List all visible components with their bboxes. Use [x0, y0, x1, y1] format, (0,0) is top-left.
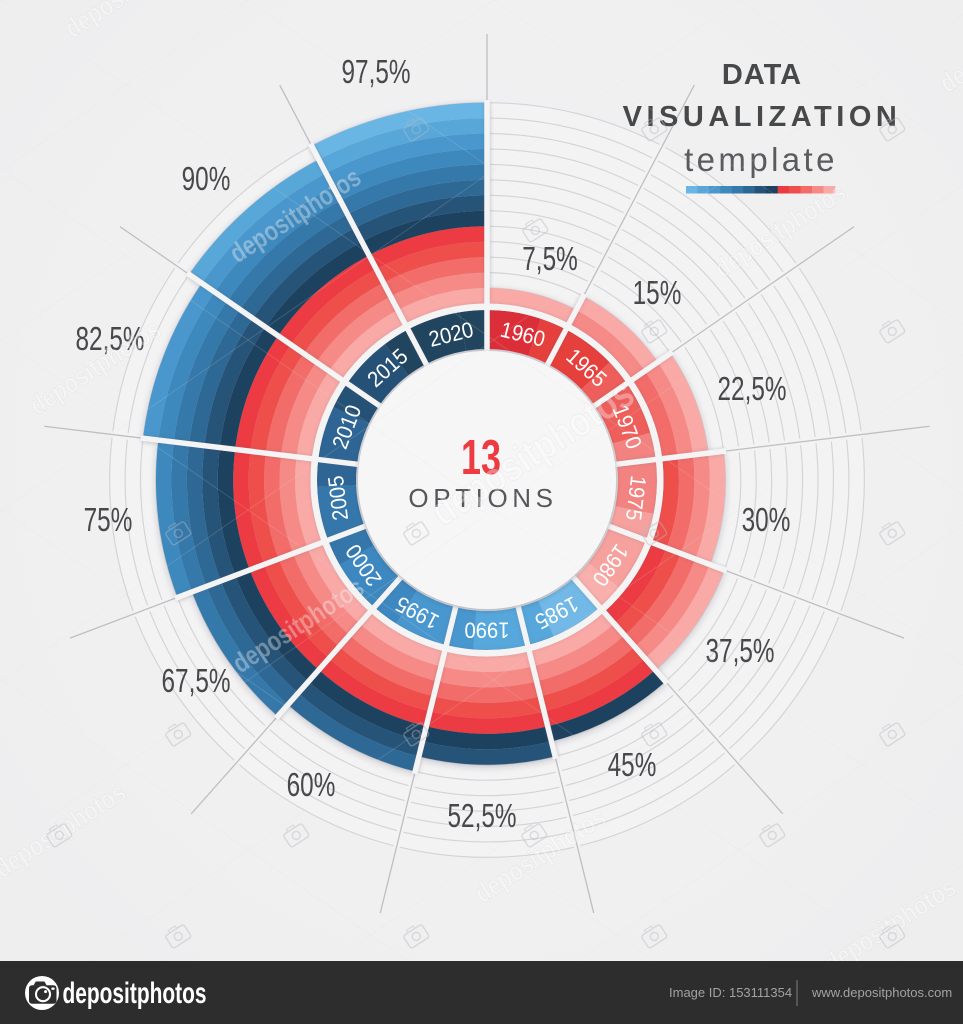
svg-text:Image ID: 153111354: Image ID: 153111354 — [669, 985, 792, 1000]
svg-text:15%: 15% — [633, 274, 682, 311]
svg-text:97,5%: 97,5% — [342, 53, 411, 90]
svg-text:VISUALIZATION: VISUALIZATION — [623, 101, 902, 133]
svg-text:1975: 1975 — [621, 474, 651, 522]
svg-text:22,5%: 22,5% — [718, 370, 787, 407]
svg-text:7,5%: 7,5% — [522, 240, 577, 277]
svg-text:www.depositphotos.com: www.depositphotos.com — [811, 985, 952, 1000]
svg-text:1990: 1990 — [465, 618, 510, 643]
svg-text:52,5%: 52,5% — [448, 797, 517, 834]
svg-text:37,5%: 37,5% — [706, 632, 775, 669]
svg-text:DATA: DATA — [722, 59, 802, 91]
svg-text:75%: 75% — [84, 501, 133, 538]
svg-text:82,5%: 82,5% — [76, 320, 145, 357]
svg-text:13: 13 — [461, 431, 501, 485]
svg-text:90%: 90% — [182, 160, 231, 197]
svg-text:depositphotos: depositphotos — [63, 977, 207, 1010]
svg-text:OPTIONS: OPTIONS — [408, 483, 557, 513]
svg-text:30%: 30% — [742, 501, 791, 538]
svg-text:67,5%: 67,5% — [162, 662, 231, 699]
svg-text:45%: 45% — [608, 746, 657, 783]
svg-text:2005: 2005 — [323, 474, 353, 522]
svg-text:template: template — [684, 141, 838, 178]
svg-text:60%: 60% — [287, 766, 336, 803]
